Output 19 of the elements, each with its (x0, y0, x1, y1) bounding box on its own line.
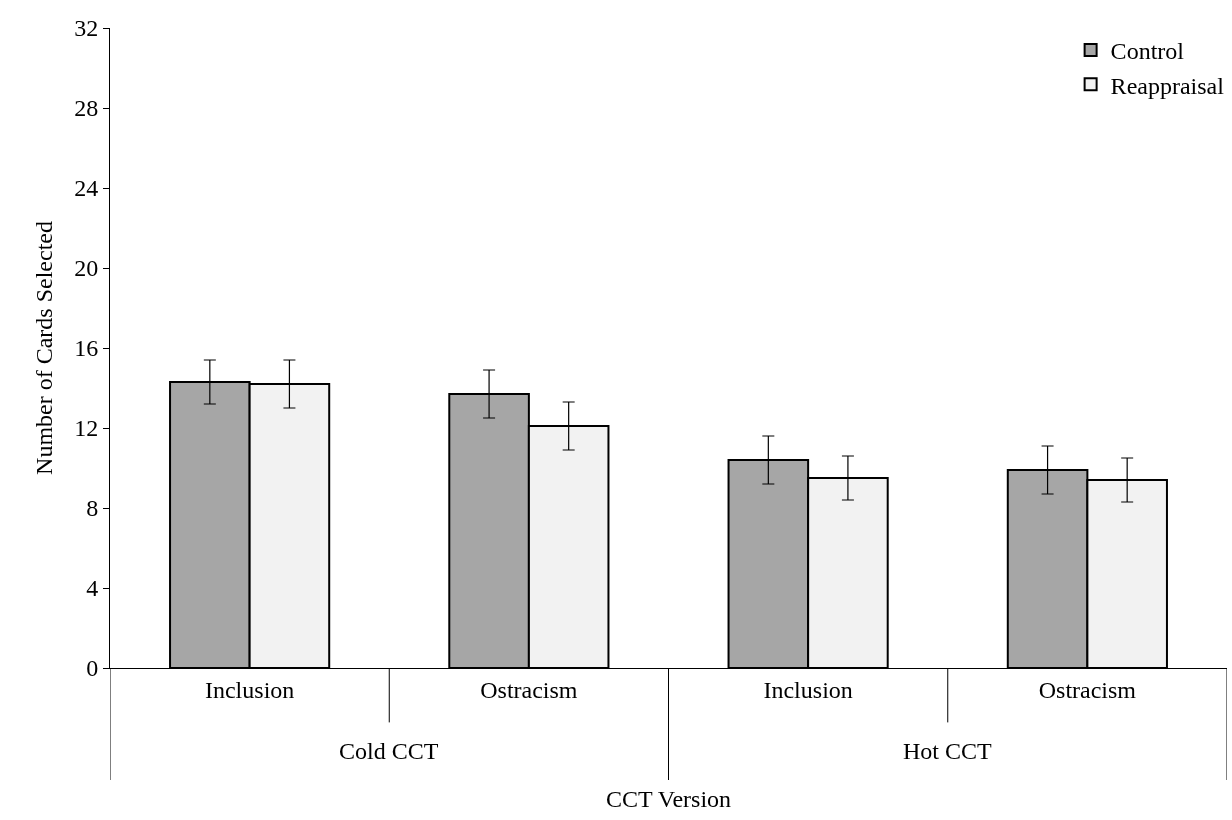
legend-label: Control (1110, 38, 1185, 65)
x-tick-label: Inclusion (763, 676, 853, 703)
legend-label: Reappraisal (1110, 72, 1225, 99)
y-tick-label: 20 (74, 255, 99, 282)
y-tick-label: 12 (74, 415, 99, 442)
y-tick-label: 4 (86, 575, 99, 602)
y-tick-label: 28 (74, 95, 99, 122)
x-axis-title: CCT Version (605, 786, 732, 813)
x-tick-label: Ostracism (480, 676, 578, 703)
x-tick-label: Ostracism (1038, 676, 1137, 703)
y-axis-title: Number of Cards Selected (31, 221, 58, 475)
y-tick-label: 8 (86, 495, 99, 522)
y-tick-label: 0 (86, 655, 99, 682)
y-tick-label: 32 (74, 15, 99, 42)
y-tick-label: 24 (74, 175, 99, 202)
x-tick-label: Inclusion (204, 676, 295, 703)
y-tick-label: 16 (74, 335, 99, 362)
text: Cold CCT (339, 738, 439, 764)
text: Hot CCT (903, 738, 993, 764)
